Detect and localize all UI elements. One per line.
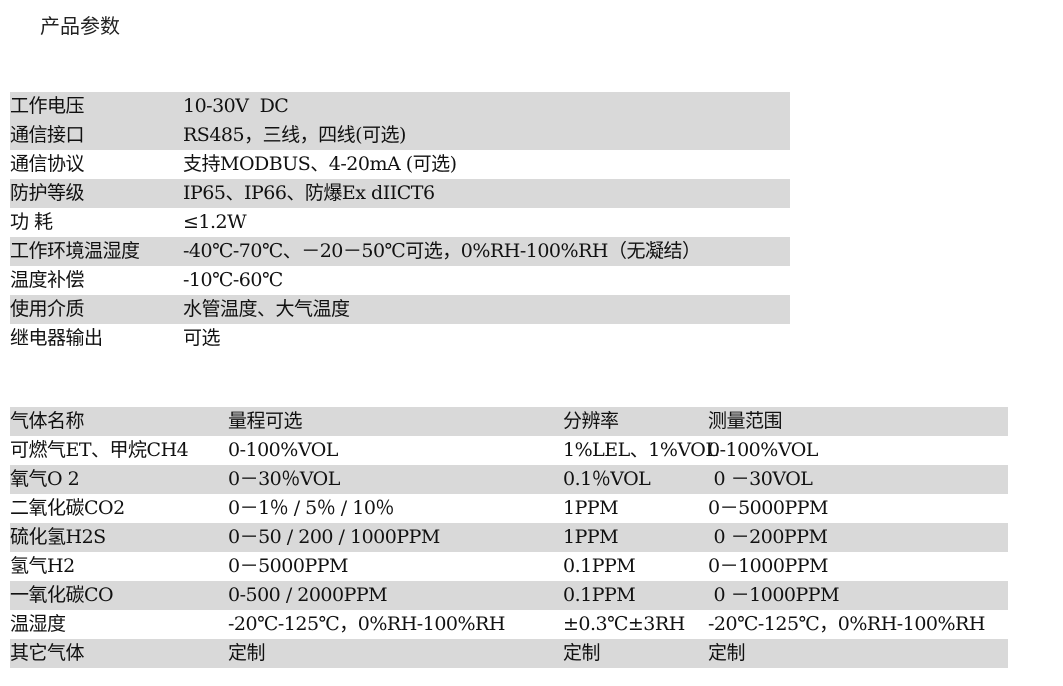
cell: 0 －200PPM: [708, 526, 828, 548]
param-label: 温度补偿: [10, 269, 85, 291]
cell: 氧气O 2: [10, 468, 80, 490]
cell: 氢气H2: [10, 555, 75, 577]
cell: 1PPM: [563, 526, 619, 548]
cell: 测量范围: [708, 410, 783, 432]
param-value: 支持MODBUS、4-20mA (可选): [183, 153, 457, 175]
param-row: 通信协议 支持MODBUS、4-20mA (可选): [10, 150, 790, 179]
table-row: 二氧化碳CO2 0－1％ / 5％ / 10％ 1PPM 0－5000PPM: [10, 494, 1008, 523]
cell: 0.1％VOL: [563, 468, 651, 490]
gas-table: 气体名称 量程可选 分辨率 测量范围 可燃气ET、甲烷CH4 0-100%VOL 1%LEL…: [10, 407, 1008, 668]
param-label: 使用介质: [10, 298, 85, 320]
table-row: 温湿度 -20℃-125℃，0%RH-100%RH ±0.3℃±3RH -20℃-12…: [10, 610, 1008, 639]
cell: 0 －1000PPM: [708, 584, 840, 606]
cell: -20℃-125℃，0%RH-100%RH: [708, 613, 985, 635]
param-row: 功 耗 ≤1.2W: [10, 208, 790, 237]
cell: 一氧化碳CO: [10, 584, 114, 606]
table-row: 氧气O 2 0－30％VOL 0.1％VOL 0 －30VOL: [10, 465, 1008, 494]
cell: 其它气体: [10, 642, 85, 664]
cell: ±0.3℃±3RH: [563, 613, 685, 635]
cell: 温湿度: [10, 613, 66, 635]
param-row: 工作电压 10-30V DC: [10, 92, 790, 121]
header-row: 气体名称 量程可选 分辨率 测量范围: [10, 407, 1008, 436]
cell: 0-100%VOL: [708, 439, 818, 461]
params-table: 工作电压 10-30V DC 通信接口 RS485，三线，四线(可选) 通信协议 支持MO…: [10, 92, 790, 353]
cell: 0-500 / 2000PPM: [228, 584, 388, 606]
cell: 气体名称: [10, 410, 85, 432]
cell: 0－1％ / 5％ / 10％: [228, 497, 394, 519]
param-value: 可选: [183, 327, 221, 349]
cell: 0.1PPM: [563, 584, 636, 606]
table-row: 可燃气ET、甲烷CH4 0-100%VOL 1%LEL、1%VOL 0-100%VOL: [10, 436, 1008, 465]
param-row: 防护等级 IP65、IP66、防爆Ex dIICT6: [10, 179, 790, 208]
cell: 0－1000PPM: [708, 555, 828, 577]
param-value: IP65、IP66、防爆Ex dIICT6: [183, 182, 435, 204]
param-label: 通信协议: [10, 153, 85, 175]
cell: 0.1PPM: [563, 555, 636, 577]
param-value: ≤1.2W: [183, 211, 247, 233]
page-title: 产品参数: [40, 14, 120, 38]
table-row: 一氧化碳CO 0-500 / 2000PPM 0.1PPM 0 －1000PPM: [10, 581, 1008, 610]
param-row: 温度补偿 -10℃-60℃: [10, 266, 790, 295]
param-label: 工作环境温湿度: [10, 240, 140, 262]
param-row: 继电器输出 可选: [10, 324, 790, 353]
cell: 0－50 / 200 / 1000PPM: [228, 526, 440, 548]
table-row: 硫化氢H2S 0－50 / 200 / 1000PPM 1PPM 0 －200PPM: [10, 523, 1008, 552]
param-value: 10-30V DC: [183, 95, 289, 117]
cell: -20℃-125℃，0%RH-100%RH: [228, 613, 505, 635]
cell: 可燃气ET、甲烷CH4: [10, 439, 189, 461]
table-row: 氢气H2 0－5000PPM 0.1PPM 0－1000PPM: [10, 552, 1008, 581]
param-label: 功 耗: [10, 211, 53, 233]
cell: 0-100%VOL: [228, 439, 338, 461]
param-label: 工作电压: [10, 95, 85, 117]
cell: 1PPM: [563, 497, 619, 519]
cell: 量程可选: [228, 410, 303, 432]
cell: 0－5000PPM: [708, 497, 828, 519]
param-label: 防护等级: [10, 182, 85, 204]
param-row: 使用介质 水管温度、大气温度: [10, 295, 790, 324]
param-row: 通信接口 RS485，三线，四线(可选): [10, 121, 790, 150]
param-value: -10℃-60℃: [183, 269, 283, 291]
cell: 分辨率: [563, 410, 619, 432]
param-value: 水管温度、大气温度: [183, 298, 350, 320]
cell: 定制: [708, 642, 746, 664]
cell: 定制: [563, 642, 601, 664]
cell: 1%LEL、1%VOL: [563, 439, 718, 461]
cell: 0－30％VOL: [228, 468, 340, 490]
param-row: 工作环境温湿度 -40℃-70℃、－20－50℃可选，0%RH-100%RH（无凝…: [10, 237, 790, 266]
cell: 0 －30VOL: [708, 468, 813, 490]
param-label: 通信接口: [10, 124, 85, 146]
cell: 二氧化碳CO2: [10, 497, 125, 519]
cell: 硫化氢H2S: [10, 526, 106, 548]
cell: 0－5000PPM: [228, 555, 348, 577]
param-value: -40℃-70℃、－20－50℃可选，0%RH-100%RH（无凝结）: [183, 240, 701, 262]
table-row: 其它气体 定制 定制 定制: [10, 639, 1008, 668]
param-label: 继电器输出: [10, 327, 103, 349]
param-value: RS485，三线，四线(可选): [183, 124, 406, 146]
cell: 定制: [228, 642, 266, 664]
